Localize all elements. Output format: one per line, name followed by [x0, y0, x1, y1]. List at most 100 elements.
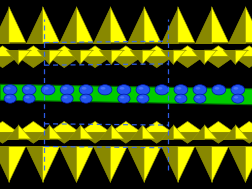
- Polygon shape: [140, 46, 172, 57]
- Polygon shape: [76, 7, 93, 43]
- Polygon shape: [6, 50, 18, 64]
- Polygon shape: [142, 125, 154, 139]
- Polygon shape: [79, 46, 110, 57]
- Polygon shape: [0, 132, 18, 143]
- Ellipse shape: [6, 87, 11, 90]
- Polygon shape: [37, 50, 49, 64]
- Ellipse shape: [25, 96, 29, 98]
- Polygon shape: [18, 46, 49, 57]
- Polygon shape: [194, 146, 211, 182]
- Ellipse shape: [6, 96, 11, 98]
- Polygon shape: [98, 50, 111, 64]
- Polygon shape: [233, 57, 252, 68]
- Ellipse shape: [136, 85, 149, 95]
- Ellipse shape: [60, 85, 74, 95]
- Ellipse shape: [117, 94, 130, 103]
- Polygon shape: [76, 146, 93, 182]
- Polygon shape: [129, 125, 142, 139]
- Ellipse shape: [231, 94, 243, 103]
- Polygon shape: [191, 125, 203, 139]
- Polygon shape: [202, 46, 233, 57]
- Ellipse shape: [81, 87, 86, 90]
- Polygon shape: [203, 125, 216, 139]
- Polygon shape: [6, 125, 18, 139]
- Polygon shape: [233, 132, 252, 143]
- Polygon shape: [222, 125, 234, 139]
- Ellipse shape: [136, 94, 148, 103]
- Ellipse shape: [157, 87, 162, 90]
- Polygon shape: [0, 7, 9, 43]
- Polygon shape: [43, 7, 59, 43]
- Polygon shape: [18, 125, 31, 139]
- Polygon shape: [194, 7, 211, 43]
- Polygon shape: [48, 121, 80, 132]
- Polygon shape: [211, 7, 228, 43]
- Polygon shape: [244, 7, 252, 43]
- Polygon shape: [202, 57, 233, 68]
- Ellipse shape: [211, 85, 225, 95]
- Polygon shape: [18, 132, 49, 143]
- Polygon shape: [171, 121, 202, 132]
- Polygon shape: [173, 125, 185, 139]
- Polygon shape: [142, 50, 154, 64]
- Polygon shape: [211, 146, 228, 182]
- Polygon shape: [110, 132, 141, 143]
- Polygon shape: [202, 121, 233, 132]
- Polygon shape: [244, 146, 252, 182]
- Polygon shape: [203, 50, 216, 64]
- Ellipse shape: [80, 94, 92, 103]
- Ellipse shape: [44, 87, 48, 90]
- Ellipse shape: [176, 96, 181, 98]
- Polygon shape: [26, 146, 43, 182]
- Ellipse shape: [139, 96, 143, 98]
- Ellipse shape: [25, 87, 29, 90]
- Polygon shape: [79, 132, 110, 143]
- Ellipse shape: [176, 87, 181, 90]
- Polygon shape: [177, 7, 194, 43]
- Ellipse shape: [82, 96, 86, 98]
- Polygon shape: [202, 132, 233, 143]
- Ellipse shape: [22, 85, 36, 95]
- Polygon shape: [26, 7, 43, 43]
- Polygon shape: [80, 50, 92, 64]
- Polygon shape: [160, 125, 173, 139]
- Polygon shape: [110, 7, 127, 43]
- Polygon shape: [43, 146, 59, 182]
- Polygon shape: [0, 46, 18, 57]
- Polygon shape: [127, 7, 143, 43]
- Ellipse shape: [62, 87, 67, 90]
- Polygon shape: [48, 57, 80, 68]
- Polygon shape: [171, 57, 202, 68]
- Ellipse shape: [117, 85, 130, 95]
- Polygon shape: [93, 7, 110, 43]
- Polygon shape: [233, 46, 252, 57]
- Polygon shape: [67, 125, 80, 139]
- Polygon shape: [160, 146, 177, 182]
- Polygon shape: [129, 50, 142, 64]
- Polygon shape: [191, 50, 203, 64]
- Polygon shape: [80, 125, 92, 139]
- Polygon shape: [234, 125, 247, 139]
- Polygon shape: [111, 125, 123, 139]
- Ellipse shape: [233, 96, 237, 98]
- Ellipse shape: [100, 87, 105, 90]
- Polygon shape: [233, 121, 252, 132]
- Polygon shape: [140, 132, 172, 143]
- Ellipse shape: [63, 96, 67, 98]
- Polygon shape: [171, 46, 202, 57]
- Polygon shape: [140, 121, 172, 132]
- Ellipse shape: [61, 94, 73, 103]
- Polygon shape: [110, 146, 127, 182]
- Polygon shape: [140, 57, 172, 68]
- Polygon shape: [79, 57, 110, 68]
- Ellipse shape: [98, 85, 111, 95]
- Polygon shape: [37, 125, 49, 139]
- Polygon shape: [173, 50, 185, 64]
- Polygon shape: [18, 50, 31, 64]
- Ellipse shape: [3, 85, 17, 95]
- Polygon shape: [49, 50, 62, 64]
- Ellipse shape: [174, 94, 186, 103]
- Ellipse shape: [195, 96, 200, 98]
- Ellipse shape: [195, 87, 200, 90]
- Polygon shape: [222, 50, 234, 64]
